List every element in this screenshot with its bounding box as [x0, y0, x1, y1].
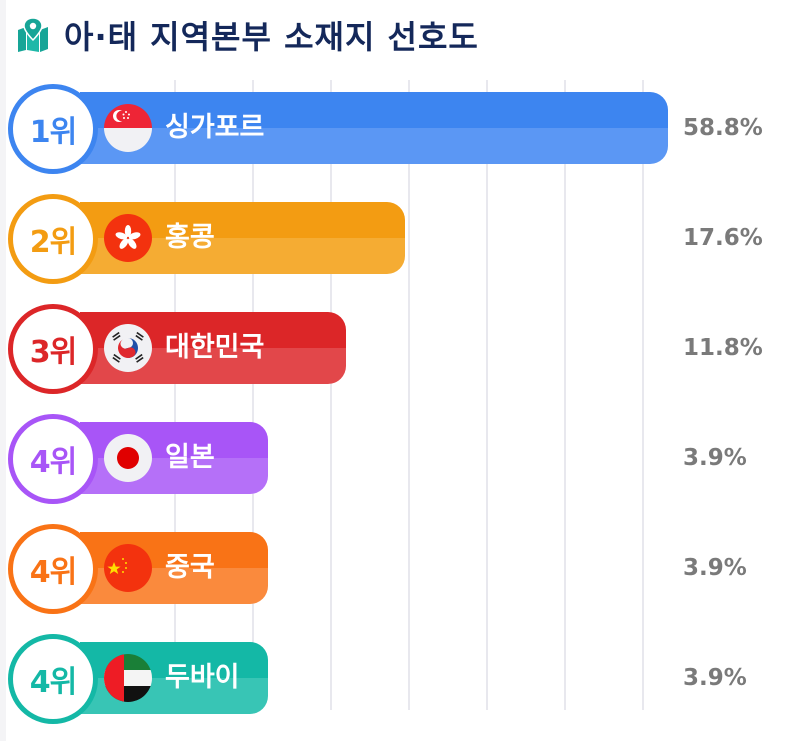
value-label: 58.8% [683, 115, 763, 141]
bar-row-singapore: 1위 싱가포르 58.8% [0, 80, 800, 176]
china-flag-icon [104, 544, 152, 592]
country-label: 싱가포르 [165, 112, 265, 143]
bar[interactable] [80, 92, 668, 164]
page-title: 아·태 지역본부 소재지 선호도 [64, 18, 479, 56]
value-label: 17.6% [683, 225, 763, 251]
bar-row-china: 4위 중국 3.9% [0, 520, 800, 616]
value-label: 11.8% [683, 335, 763, 361]
hong-kong-flag-icon [104, 214, 152, 262]
country-label: 중국 [165, 552, 215, 583]
rank-badge: 2위 [8, 194, 98, 284]
singapore-flag-icon [104, 104, 152, 152]
rank-badge: 3위 [8, 304, 98, 394]
country-label: 두바이 [165, 662, 240, 693]
value-label: 3.9% [683, 665, 747, 691]
value-label: 3.9% [683, 445, 747, 471]
value-label: 3.9% [683, 555, 747, 581]
bar-row-dubai: 4위 두바이 3.9% [0, 630, 800, 726]
chart-header: 아·태 지역본부 소재지 선호도 [16, 10, 479, 60]
country-label: 대한민국 [165, 332, 265, 363]
map-pin-icon [18, 18, 48, 52]
grid-line [486, 80, 488, 710]
bar[interactable] [80, 422, 268, 494]
page-edge [0, 0, 6, 741]
country-label: 일본 [165, 442, 215, 473]
bar[interactable] [80, 312, 346, 384]
grid-line [330, 80, 332, 710]
japan-flag-icon [104, 434, 152, 482]
grid-line [174, 80, 176, 710]
rank-badge: 4위 [8, 414, 98, 504]
rank-badge: 4위 [8, 524, 98, 614]
grid-line [252, 80, 254, 710]
bar-row-japan: 4위 일본 3.9% [0, 410, 800, 506]
rank-badge: 1위 [8, 84, 98, 174]
south-korea-flag-icon [104, 324, 152, 372]
country-label: 홍콩 [165, 222, 215, 253]
rank-badge: 4위 [8, 634, 98, 724]
uae-flag-icon [104, 654, 152, 702]
bar-row-south-korea: 3위 대한민국 11.8% [0, 300, 800, 396]
grid-line [564, 80, 566, 710]
grid-line [408, 80, 410, 710]
bar-row-hong-kong: 2위 홍콩 17.6% [0, 190, 800, 286]
grid-line [642, 80, 644, 710]
